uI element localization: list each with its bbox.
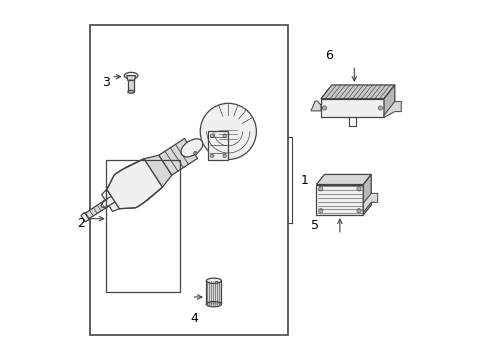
Ellipse shape [124,72,138,79]
Polygon shape [320,99,383,117]
Polygon shape [310,101,320,111]
Ellipse shape [181,139,203,157]
Polygon shape [126,76,135,80]
Bar [127,80,134,92]
Polygon shape [107,167,147,209]
Bar [208,131,228,160]
Polygon shape [383,102,401,117]
Ellipse shape [206,278,221,283]
Polygon shape [363,193,377,212]
Bar [106,160,179,292]
Polygon shape [159,139,197,175]
Circle shape [318,209,322,213]
Polygon shape [125,159,162,201]
Polygon shape [83,200,108,220]
Bar [206,281,221,304]
Circle shape [356,209,361,213]
Circle shape [223,134,226,138]
Circle shape [193,152,197,155]
Ellipse shape [127,90,134,93]
Circle shape [210,134,213,138]
Polygon shape [320,85,394,99]
Circle shape [223,154,226,158]
Polygon shape [107,159,162,209]
Ellipse shape [101,195,119,207]
Circle shape [377,106,382,110]
Bar [89,25,287,335]
Text: 4: 4 [190,312,198,325]
Circle shape [210,154,213,158]
Polygon shape [363,175,370,215]
Circle shape [322,106,326,110]
Polygon shape [144,155,171,187]
Polygon shape [316,185,363,215]
Ellipse shape [206,302,221,307]
Circle shape [215,281,218,284]
Polygon shape [383,85,394,117]
Polygon shape [316,175,370,185]
Text: 6: 6 [325,49,332,62]
Text: 2: 2 [77,217,84,230]
Circle shape [356,187,361,191]
Polygon shape [81,212,89,222]
Polygon shape [102,189,119,211]
Text: 1: 1 [300,174,307,186]
Circle shape [200,103,256,159]
Text: 5: 5 [310,219,318,231]
Circle shape [318,187,322,191]
Text: 3: 3 [102,76,110,89]
Polygon shape [209,111,237,140]
